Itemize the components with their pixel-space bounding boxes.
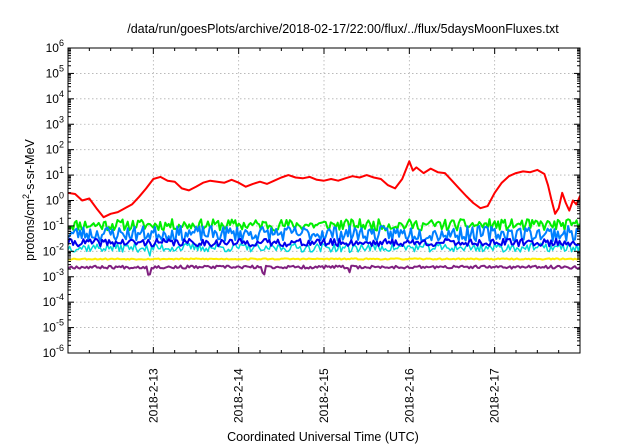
y-axis: 10-6 10-5 10-4 10-3 10-2 10-1 100 101 102 103 104 1… bbox=[43, 38, 580, 360]
series-line-1 bbox=[68, 160, 580, 219]
y-axis-label-superscript: 2 bbox=[21, 194, 31, 199]
y-tick-label: 104 bbox=[46, 89, 64, 106]
y-tick-label: 102 bbox=[46, 140, 64, 157]
y-axis-label-rest: -s-sr-MeV bbox=[23, 138, 37, 194]
series-line-5 bbox=[68, 237, 580, 248]
series-line-7 bbox=[68, 264, 580, 276]
x-axis-label: Coordinated Universal Time (UTC) bbox=[227, 430, 419, 444]
x-axis: 2018-2-13 2018-2-14 2018-2-15 2018-2-16 2018… bbox=[67, 48, 581, 423]
series-line-2 bbox=[68, 218, 580, 232]
y-axis-label: protons/cm2-s-sr-MeV bbox=[21, 138, 37, 260]
grid-lines bbox=[68, 48, 580, 353]
y-tick-label: 10-4 bbox=[43, 292, 64, 309]
y-tick-label: 10-3 bbox=[43, 267, 64, 284]
x-tick-label: 2018-2-13 bbox=[146, 368, 160, 423]
series-group bbox=[68, 160, 580, 276]
y-tick-label: 10-5 bbox=[43, 318, 64, 335]
chart-title: /data/run/goesPlots/archive/2018-02-17/2… bbox=[127, 22, 559, 36]
y-tick-label: 10-1 bbox=[43, 216, 64, 233]
y-tick-label: 10-2 bbox=[43, 241, 64, 258]
y-tick-label: 103 bbox=[46, 114, 64, 131]
x-tick-label: 2018-2-14 bbox=[232, 368, 246, 423]
x-tick-label: 2018-2-16 bbox=[402, 368, 416, 423]
y-axis-label-base: protons/cm bbox=[23, 199, 37, 261]
y-tick-label: 10-6 bbox=[43, 343, 64, 360]
x-tick-label: 2018-2-17 bbox=[488, 368, 502, 423]
y-tick-label: 101 bbox=[46, 165, 64, 182]
series-line-6 bbox=[68, 257, 580, 261]
x-tick-label: 2018-2-15 bbox=[317, 368, 331, 423]
y-tick-label: 105 bbox=[46, 63, 64, 80]
y-tick-label: 100 bbox=[46, 191, 64, 208]
y-tick-label: 106 bbox=[46, 38, 64, 55]
